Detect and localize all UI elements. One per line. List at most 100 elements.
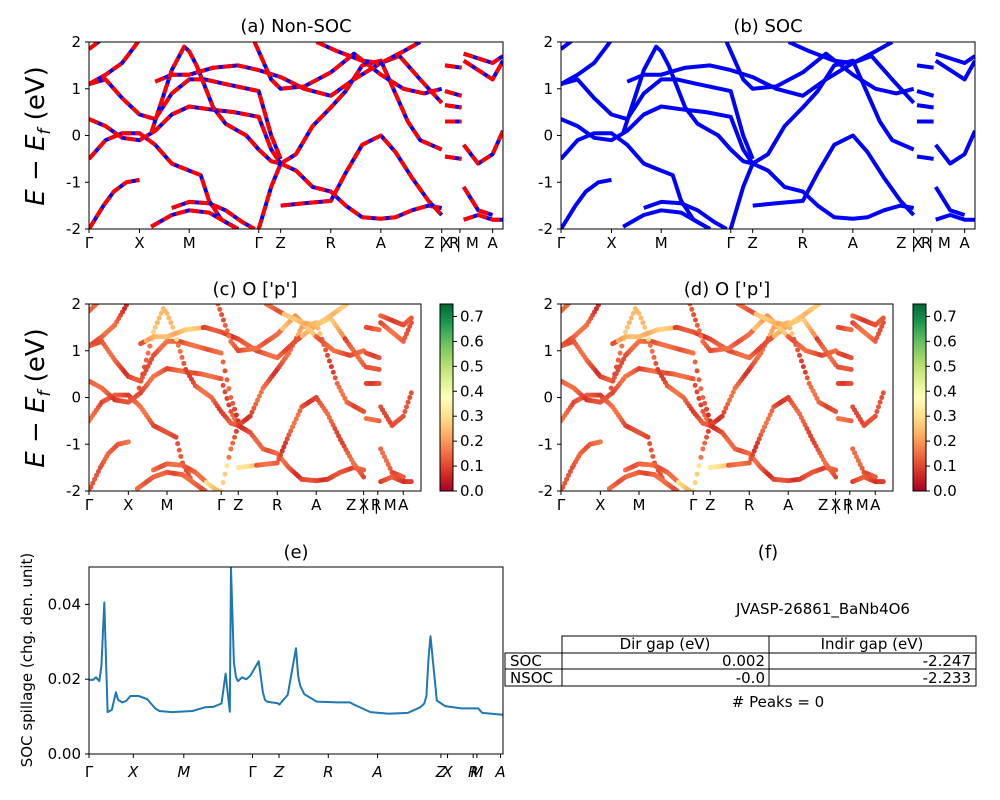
band-point xyxy=(755,440,761,446)
band-point xyxy=(800,364,806,370)
band-point xyxy=(647,342,653,348)
x-tick-label: Z xyxy=(273,763,285,781)
band-point xyxy=(90,480,96,486)
band-line-soc xyxy=(280,133,444,217)
band-point xyxy=(226,333,232,339)
y-tick-label: 1 xyxy=(71,80,81,98)
band-point xyxy=(178,454,184,460)
band-point xyxy=(880,390,886,396)
band-line-nsoc xyxy=(444,154,462,161)
band-point xyxy=(150,329,156,335)
band-point xyxy=(852,450,858,456)
colorbar-tick-label: 0.3 xyxy=(460,407,484,425)
band-line-soc xyxy=(916,89,935,98)
band-point xyxy=(797,352,803,358)
band-point xyxy=(97,304,100,305)
band-point xyxy=(344,304,350,307)
band-point xyxy=(748,456,754,462)
x-tick-label: Z | R xyxy=(424,234,459,252)
band-point xyxy=(698,402,704,408)
x-tick-label: Z xyxy=(435,763,447,781)
panel-c-title: (c) O ['p'] xyxy=(213,279,298,300)
nsoc-indir-gap: -2.233 xyxy=(923,669,971,687)
band-point xyxy=(614,364,620,370)
band-point xyxy=(402,409,408,415)
band-point xyxy=(562,480,568,486)
band-line-soc xyxy=(561,42,574,51)
band-point xyxy=(361,474,367,480)
x-tick-label: A xyxy=(848,234,859,252)
x-tick-label: X xyxy=(595,496,605,514)
x-tick-label: X xyxy=(441,763,453,781)
band-point xyxy=(218,350,224,356)
y-tick-label: -2 xyxy=(66,482,81,500)
band-point xyxy=(173,336,179,342)
band-point xyxy=(147,343,153,349)
band-point xyxy=(628,315,634,321)
band-point xyxy=(848,355,854,361)
band-point xyxy=(361,409,367,415)
x-tick-label: Γ xyxy=(248,763,257,781)
band-point xyxy=(224,377,230,383)
band-point xyxy=(291,420,297,426)
y-tick-label: 0.02 xyxy=(48,670,81,688)
x-tick-label: Z xyxy=(233,496,243,514)
band-point xyxy=(400,474,406,480)
band-point xyxy=(224,395,230,401)
band-point xyxy=(281,444,287,450)
band-point xyxy=(690,350,696,356)
band-line-soc xyxy=(89,177,140,229)
x-tick-label: Z | R xyxy=(818,496,853,514)
band-point xyxy=(325,352,331,358)
y-tick-label: 1 xyxy=(71,342,81,360)
band-point xyxy=(833,474,839,480)
band-point xyxy=(730,389,736,395)
band-point xyxy=(756,436,762,442)
band-point xyxy=(746,460,752,466)
band-point xyxy=(875,331,881,337)
x-tick-label: R xyxy=(326,234,336,252)
band-point xyxy=(179,354,185,360)
band-point xyxy=(630,310,636,316)
colorbar-d xyxy=(912,303,927,492)
band-point xyxy=(810,388,816,394)
band-point xyxy=(92,476,98,482)
band-line-nsoc xyxy=(171,199,256,229)
x-tick-label: Γ xyxy=(727,234,736,252)
band-point xyxy=(648,447,654,453)
band-ylabel-mid: E − Ef (eV) xyxy=(21,328,55,468)
band-point xyxy=(94,304,100,307)
panel-f-title: (f) xyxy=(758,542,778,563)
band-point xyxy=(145,350,151,356)
x-tick-label: Γ xyxy=(557,234,566,252)
y-tick-label: 1 xyxy=(543,80,553,98)
band-point xyxy=(753,444,759,450)
band-point xyxy=(284,436,290,442)
band-line-soc xyxy=(561,42,613,86)
band-point xyxy=(880,315,886,321)
band-point xyxy=(848,366,854,372)
band-point xyxy=(219,312,225,318)
band-point xyxy=(136,385,142,391)
band-point xyxy=(385,462,391,468)
band-point xyxy=(816,304,822,307)
x-tick-label: Γ xyxy=(85,496,94,514)
band-point xyxy=(795,347,801,353)
band-point xyxy=(288,428,294,434)
y-tick-label: 0 xyxy=(543,389,553,407)
band-point xyxy=(698,333,704,339)
band-point xyxy=(879,395,885,400)
band-point xyxy=(702,440,708,446)
x-tick-label: M xyxy=(177,763,190,781)
band-line-nsoc xyxy=(149,44,443,166)
y-tick-label: -1 xyxy=(538,173,553,191)
col-header-indir: Indir gap (eV) xyxy=(821,635,924,653)
band-point xyxy=(687,304,693,307)
colorbar-tick-label: 0.0 xyxy=(933,482,957,500)
band-point xyxy=(290,424,296,430)
band-point xyxy=(220,359,226,365)
y-tick-label: 2 xyxy=(543,295,553,313)
band-line-soc xyxy=(561,177,612,229)
y-tick-label: 1 xyxy=(543,342,553,360)
